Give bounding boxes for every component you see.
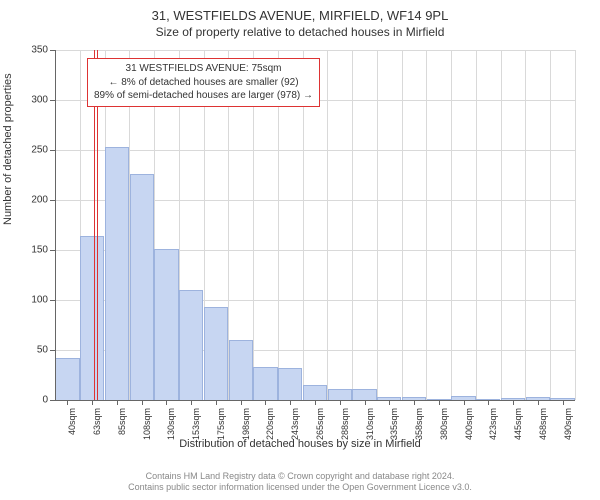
y-tick-label: 350 [20,45,48,56]
annotation-line1: 31 WESTFIELDS AVENUE: 75sqm [94,62,313,76]
x-axis-line [55,400,575,401]
histogram-bar [105,147,129,400]
histogram-bar [204,307,228,400]
gridline [525,50,526,400]
gridline [550,50,551,400]
chart-container: 31, WESTFIELDS AVENUE, MIRFIELD, WF14 9P… [0,0,600,500]
annotation-box: 31 WESTFIELDS AVENUE: 75sqm ← 8% of deta… [87,58,320,107]
y-tick-label: 300 [20,95,48,106]
histogram-bar [278,368,302,400]
annotation-line2: ← 8% of detached houses are smaller (92) [94,76,313,90]
gridline [55,50,575,51]
histogram-bar [130,174,154,400]
main-title: 31, WESTFIELDS AVENUE, MIRFIELD, WF14 9P… [0,0,600,23]
gridline [501,50,502,400]
histogram-bar [303,385,327,400]
gridline [352,50,353,400]
footer-line2: Contains public sector information licen… [0,482,600,494]
gridline [476,50,477,400]
histogram-bar [328,389,352,400]
gridline [55,150,575,151]
histogram-bar [80,236,104,400]
y-tick-label: 50 [20,345,48,356]
gridline [402,50,403,400]
y-tick-label: 0 [20,395,48,406]
gridline [426,50,427,400]
histogram-bar [352,389,376,400]
chart-area: 05010015020025030035040sqm63sqm85sqm108s… [55,50,575,400]
y-tick-label: 150 [20,245,48,256]
gridline [575,50,576,400]
histogram-bar [55,358,79,400]
sub-title: Size of property relative to detached ho… [0,23,600,39]
y-axis-label: Number of detached properties [2,73,14,225]
x-axis-label: Distribution of detached houses by size … [0,438,600,450]
gridline [327,50,328,400]
histogram-bar [229,340,253,400]
y-tick-label: 250 [20,145,48,156]
footer-attribution: Contains HM Land Registry data © Crown c… [0,471,600,494]
y-tick-label: 200 [20,195,48,206]
footer-line1: Contains HM Land Registry data © Crown c… [0,471,600,483]
annotation-line3: 89% of semi-detached houses are larger (… [94,89,313,103]
gridline [377,50,378,400]
y-tick-label: 100 [20,295,48,306]
histogram-bar [154,249,178,400]
histogram-bar [253,367,277,400]
gridline [451,50,452,400]
y-axis-line [55,50,56,400]
histogram-bar [179,290,203,400]
